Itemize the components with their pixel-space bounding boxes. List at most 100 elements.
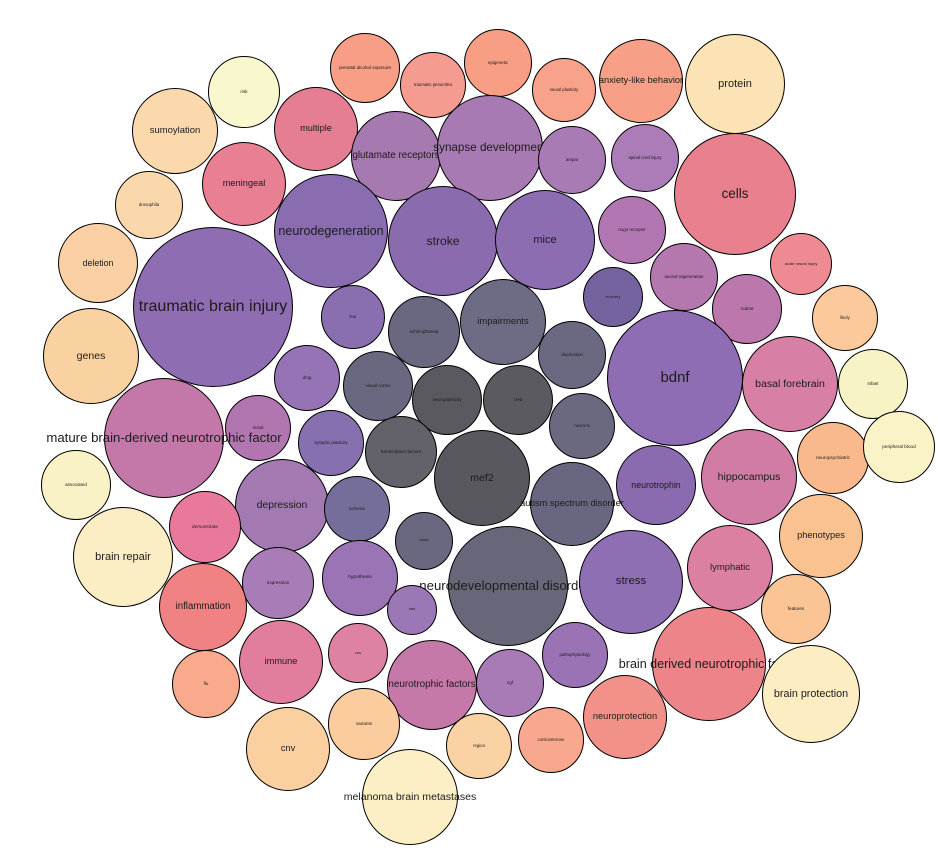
bubble-region[interactable]: region	[446, 713, 512, 779]
bubble-variants[interactable]: variants	[328, 688, 400, 760]
bubble-label-visual-cortex: visual cortex	[365, 382, 391, 388]
bubble-drosophila[interactable]: drosophila	[115, 171, 183, 239]
bubble-traumatic-brain-injury[interactable]: traumatic brain injury	[133, 227, 293, 387]
bubble-label-synaptic-plasticity: synaptic plasticity	[314, 439, 348, 445]
bubble-label-glutamate-receptors: glutamate receptors	[352, 150, 440, 162]
bubble-label-mice: mice	[533, 233, 557, 246]
bubble-label-infant: infant	[867, 380, 879, 386]
bubble-neural-plasticity[interactable]: neural plasticity	[532, 58, 596, 122]
bubble-mature-brain-derived-neurotrophic-factor[interactable]: mature brain-derived neurotrophic factor	[46, 378, 282, 498]
bubble-label-deprivation: deprivation	[561, 351, 583, 357]
bubble-depression[interactable]: depression	[235, 459, 329, 553]
bubble-label-neural-plasticity: neural plasticity	[549, 86, 579, 92]
bubble-label-corticosterone: corticosterone	[537, 736, 565, 742]
bubble-immune[interactable]: immune	[239, 620, 323, 704]
bubble-hippocampus[interactable]: hippocampus	[701, 429, 797, 525]
bubble-label-ischemic: ischemic	[348, 505, 366, 511]
bubble-label-cells: cells	[721, 186, 749, 202]
bubble-pathophysiology[interactable]: pathophysiology	[542, 622, 608, 688]
bubble-neurons[interactable]: neurons	[549, 393, 615, 459]
bubble-label-schizophrenia: schizophrenia	[409, 328, 439, 334]
bubble-lobes[interactable]: lobes	[395, 512, 453, 570]
bubble-multiple[interactable]: multiple	[274, 87, 358, 171]
bubble-label-drosophila: drosophila	[138, 201, 160, 207]
bubble-deletion[interactable]: deletion	[58, 223, 138, 303]
bubble-neuroprotection[interactable]: neuroprotection	[583, 675, 667, 759]
bubble-label-depression: depression	[256, 499, 308, 511]
bubble-mood[interactable]: mood	[225, 395, 291, 461]
bubble-label-acute-neural-injury: acute neural injury	[784, 260, 818, 266]
bubble-brain-repair[interactable]: brain repair	[73, 507, 173, 607]
bubble-creb[interactable]: creb	[483, 365, 553, 435]
bubble-axonal-regeneration[interactable]: axonal regeneration	[650, 243, 718, 311]
bubble-basal-forebrain[interactable]: basal forebrain	[742, 336, 838, 432]
bubble-likely[interactable]: likely	[812, 285, 878, 351]
bubble-sumoylation[interactable]: sumoylation	[132, 88, 218, 174]
bubble-demonstrate[interactable]: demonstrate	[169, 491, 241, 563]
bubble-mice[interactable]: mice	[495, 190, 595, 290]
bubble-prenatal-alcohol-exposure[interactable]: prenatal alcohol exposure	[330, 33, 400, 103]
bubble-label-mood: mood	[252, 424, 264, 430]
bubble-transcription-factors[interactable]: transcription factors	[365, 416, 437, 488]
bubble-risk[interactable]: risk	[208, 56, 280, 128]
bubble-hypothesis[interactable]: hypothesis	[322, 540, 398, 616]
bubble-cells[interactable]: cells	[674, 133, 796, 255]
bubble-label-features: features	[787, 605, 805, 611]
bubble-corticosterone[interactable]: corticosterone	[518, 707, 584, 773]
bubble-label-fear: fear	[349, 313, 357, 319]
bubble-stroke[interactable]: stroke	[388, 186, 498, 296]
bubble-stress[interactable]: stress	[579, 530, 683, 634]
bubble-protein[interactable]: protein	[685, 34, 785, 134]
bubble-cnv[interactable]: cnv	[246, 707, 330, 791]
bubble-infant[interactable]: infant	[838, 349, 908, 419]
bubble-label-variants: variants	[355, 720, 373, 726]
bubble-brain-protection[interactable]: brain protection	[762, 645, 860, 743]
bubble-phenotypes[interactable]: phenotypes	[779, 494, 863, 578]
bubble-label-lymphatic: lymphatic	[710, 562, 750, 574]
bubble-autism-spectrum-disorder[interactable]: autism spectrum disorder	[520, 462, 624, 546]
bubble-neurodegeneration[interactable]: neurodegeneration	[274, 174, 388, 288]
bubble-acute-neural-injury[interactable]: acute neural injury	[770, 233, 832, 295]
bubble-ngf[interactable]: ngf	[476, 649, 544, 717]
bubble-features[interactable]: features	[761, 574, 831, 644]
bubble-bdnf[interactable]: bdnf	[607, 310, 743, 446]
bubble-label-stroke: stroke	[426, 233, 460, 248]
bubble-label-mef2: mef2	[470, 471, 494, 484]
bubble-anxiety-like-behavior[interactable]: anxiety-like behavior	[599, 39, 683, 123]
bubble-impairments[interactable]: impairments	[460, 279, 546, 365]
bubble-label-hippocampus: hippocampus	[717, 470, 781, 483]
bubble-label-impairments: impairments	[477, 316, 529, 328]
bubble-associated[interactable]: associated	[41, 450, 111, 520]
bubble-ampar[interactable]: ampar	[538, 126, 606, 194]
bubble-drug[interactable]: drug	[274, 345, 340, 411]
bubble-visual-cortex[interactable]: visual cortex	[343, 351, 413, 421]
bubble-recovery[interactable]: recovery	[583, 267, 643, 327]
bubble-label-load: load	[408, 607, 416, 612]
bubble-schizophrenia[interactable]: schizophrenia	[388, 296, 460, 368]
bubble-brain-derived-neurotrophic-factor[interactable]: brain derived neurotrophic factor	[619, 607, 799, 721]
bubble-fear[interactable]: fear	[321, 285, 385, 349]
bubble-deprivation[interactable]: deprivation	[538, 321, 606, 389]
bubble-peripheral-blood[interactable]: peripheral blood	[863, 411, 935, 483]
bubble-neurotrophin[interactable]: neurotrophin	[616, 445, 696, 525]
bubble-meningeal[interactable]: meningeal	[202, 142, 286, 226]
bubble-neuropsychiatric[interactable]: neuropsychiatric	[797, 422, 869, 494]
bubble-mef2[interactable]: mef2	[434, 430, 530, 526]
bubble-melanoma-brain-metastases[interactable]: melanoma brain metastases	[344, 749, 476, 845]
bubble-neurodevelopmental-disorders[interactable]: neurodevelopmental disorders	[419, 526, 597, 646]
bubble-label-axonal-regeneration: axonal regeneration	[664, 273, 704, 279]
bubble-nogo-receptor[interactable]: nogo receptor	[598, 196, 666, 264]
bubble-label-brain-repair: brain repair	[95, 550, 151, 563]
bubble-ischemic[interactable]: ischemic	[324, 476, 390, 542]
bubble-lymphatic[interactable]: lymphatic	[687, 525, 773, 611]
bubble-epigenetic[interactable]: epigenetic	[464, 29, 532, 97]
bubble-synapse-development[interactable]: synapse development	[433, 95, 547, 201]
bubble-inflammation[interactable]: inflammation	[159, 563, 247, 651]
bubble-flu[interactable]: flu	[172, 650, 240, 718]
bubble-genes[interactable]: genes	[43, 308, 139, 404]
bubble-spinal-cord-injury[interactable]: spinal cord injury	[611, 124, 679, 192]
bubble-load[interactable]: load	[387, 585, 437, 635]
bubble-expression[interactable]: expression	[242, 547, 314, 619]
bubble-cns[interactable]: cns	[328, 623, 388, 683]
